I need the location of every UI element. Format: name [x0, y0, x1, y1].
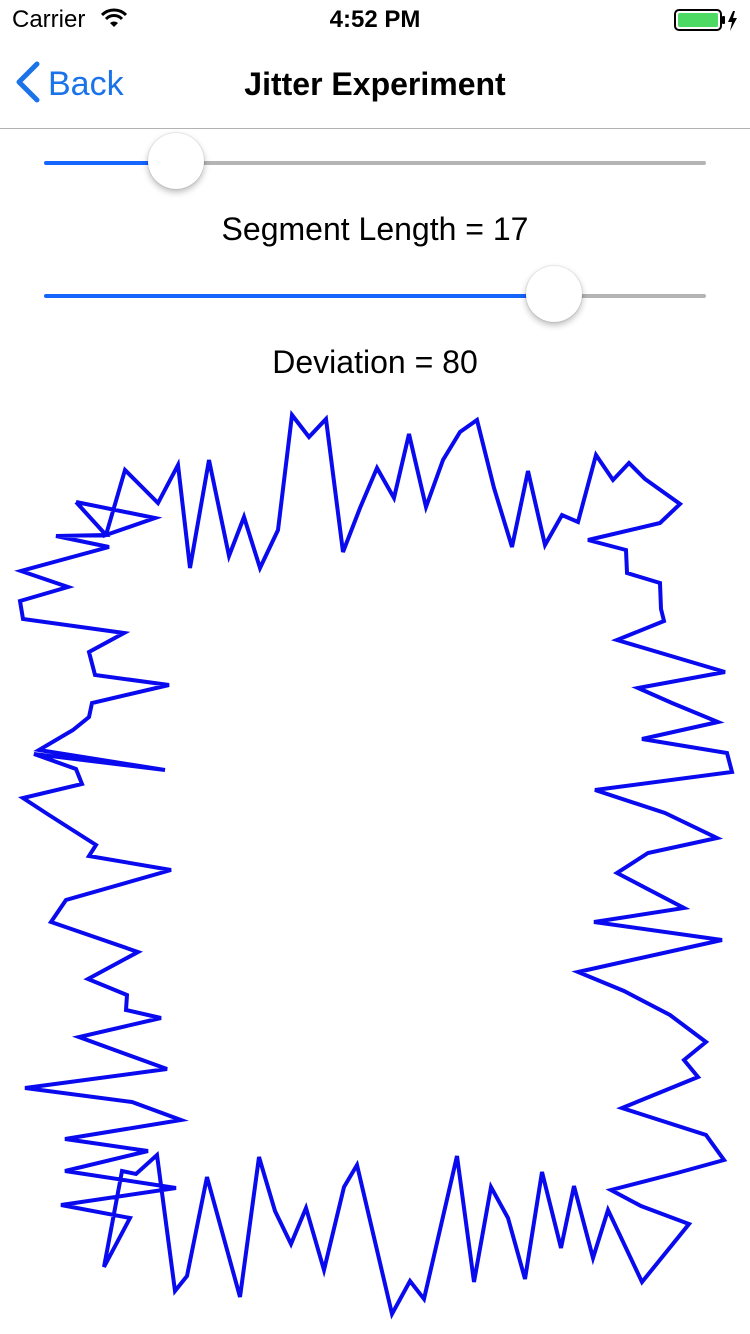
- slider-thumb[interactable]: [526, 266, 582, 322]
- slider-track-filled: [44, 161, 176, 165]
- battery-icon: [674, 9, 744, 38]
- jittered-rectangle-outline: [14, 409, 735, 1320]
- segment-length-slider[interactable]: [44, 132, 706, 192]
- deviation-slider[interactable]: [44, 265, 706, 325]
- back-button[interactable]: Back: [14, 61, 124, 104]
- slider-track-remaining: [176, 161, 706, 165]
- jitter-drawing: [14, 409, 735, 1320]
- wifi-icon: [100, 8, 128, 33]
- page-title: Jitter Experiment: [244, 66, 506, 102]
- status-bar: Carrier 4:52 PM: [0, 0, 750, 40]
- slider-thumb[interactable]: [148, 133, 204, 189]
- status-time: 4:52 PM: [329, 6, 421, 33]
- chevron-left-icon: [14, 61, 40, 108]
- back-label: Back: [48, 64, 124, 103]
- segment-length-label: Segment Length = 17: [221, 211, 529, 247]
- carrier-label: Carrier: [12, 6, 86, 33]
- slider-track-remaining: [554, 294, 706, 298]
- navigation-bar: Back Jitter Experiment: [0, 40, 750, 129]
- deviation-label: Deviation = 80: [272, 344, 478, 380]
- slider-track-filled: [44, 294, 554, 298]
